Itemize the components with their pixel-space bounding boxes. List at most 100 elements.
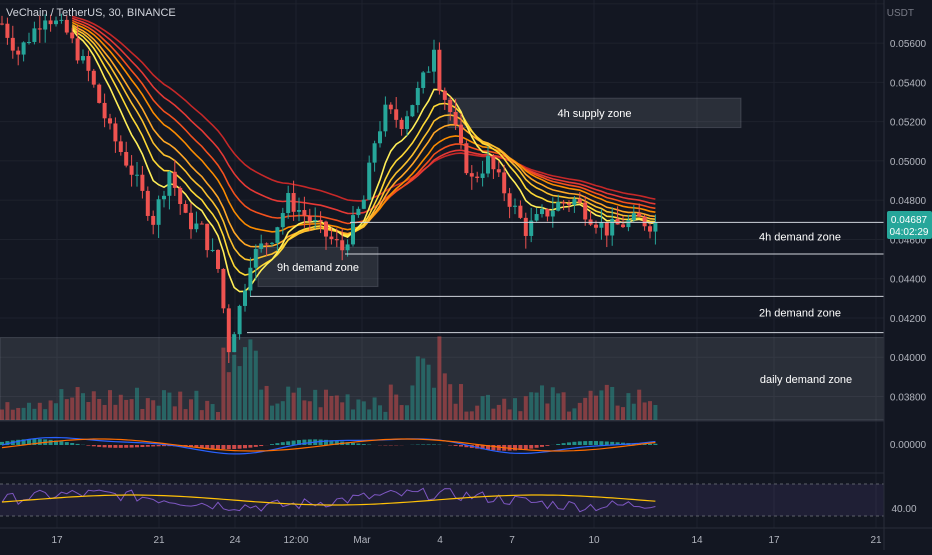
volume-bar bbox=[189, 399, 193, 420]
candle-body bbox=[151, 216, 155, 225]
macd-hist-bar bbox=[140, 445, 144, 447]
candle-body bbox=[362, 200, 366, 209]
macd-hist-bar bbox=[556, 444, 560, 445]
candle-body bbox=[621, 224, 625, 227]
macd-hist-bar bbox=[648, 444, 652, 445]
volume-bar bbox=[302, 400, 306, 420]
macd-hist-bar bbox=[119, 445, 123, 448]
candle-body bbox=[86, 56, 90, 71]
macd-hist-bar bbox=[86, 445, 90, 446]
volume-bar bbox=[38, 403, 42, 420]
macd-hist-bar bbox=[540, 445, 544, 447]
volume-bar bbox=[16, 408, 20, 420]
candle-body bbox=[599, 222, 603, 228]
candle-body bbox=[464, 143, 468, 173]
candle-body bbox=[49, 20, 53, 24]
volume-bar bbox=[432, 388, 436, 420]
candle-body bbox=[38, 28, 42, 29]
time-tick: 21 bbox=[870, 535, 882, 546]
macd-hist-bar bbox=[216, 445, 220, 449]
candle-body bbox=[324, 222, 328, 237]
candle-body bbox=[578, 199, 582, 203]
candle-body bbox=[346, 244, 350, 250]
candle-body bbox=[211, 250, 215, 251]
candle-body bbox=[632, 213, 636, 220]
macd-hist-bar bbox=[427, 444, 431, 445]
candle-body bbox=[140, 175, 144, 191]
volume-bar bbox=[151, 400, 155, 420]
candle-body bbox=[400, 120, 404, 129]
candle-body bbox=[302, 210, 306, 216]
candle bbox=[464, 140, 468, 175]
candle bbox=[232, 332, 236, 352]
volume-bar bbox=[11, 410, 15, 420]
volume-bar bbox=[81, 393, 85, 420]
macd-hist-bar bbox=[248, 445, 252, 448]
volume-bar bbox=[556, 393, 560, 420]
candle-body bbox=[556, 202, 560, 211]
macd-hist-bar bbox=[146, 445, 150, 447]
volume-bar bbox=[135, 388, 139, 420]
candle-body bbox=[394, 109, 398, 120]
volume-bar bbox=[421, 358, 425, 420]
macd-hist-bar bbox=[545, 445, 549, 446]
candle-body bbox=[243, 291, 247, 306]
volume-bar bbox=[211, 404, 215, 420]
rsi-tick: 40.00 bbox=[891, 504, 916, 515]
volume-bar bbox=[383, 412, 387, 420]
candle-body bbox=[405, 116, 409, 129]
volume-bar bbox=[351, 409, 355, 420]
volume-bar bbox=[157, 406, 161, 420]
candle-body bbox=[297, 210, 301, 212]
macd-hist-bar bbox=[270, 444, 274, 445]
candle-body bbox=[610, 219, 614, 236]
macd-hist-bar bbox=[135, 445, 139, 447]
candle-body bbox=[454, 112, 458, 125]
time-tick: 12:00 bbox=[283, 535, 308, 546]
volume-bar bbox=[497, 405, 501, 420]
candle-body bbox=[648, 226, 652, 231]
macd-hist-bar bbox=[238, 445, 242, 449]
zone-label: daily demand zone bbox=[760, 374, 852, 386]
volume-bar bbox=[481, 396, 485, 420]
volume-bar bbox=[184, 409, 188, 420]
macd-hist-bar bbox=[529, 445, 533, 449]
candle-body bbox=[373, 143, 377, 162]
candle-body bbox=[135, 175, 139, 176]
volume-bar bbox=[232, 355, 236, 420]
candle-body bbox=[432, 50, 436, 72]
volume-bar bbox=[119, 395, 123, 420]
candle-body bbox=[653, 222, 657, 231]
candle-body bbox=[551, 211, 555, 217]
volume-bar bbox=[356, 399, 360, 420]
candle-body bbox=[32, 28, 36, 42]
price-tick: 0.05600 bbox=[890, 39, 927, 50]
volume-bar bbox=[340, 402, 344, 420]
volume-bar bbox=[648, 401, 652, 420]
currency-label: USDT bbox=[887, 8, 914, 19]
macd-hist-bar bbox=[275, 443, 279, 445]
candle-body bbox=[27, 42, 31, 43]
candle-body bbox=[459, 125, 463, 144]
volume-bar bbox=[610, 387, 614, 420]
volume-bar bbox=[329, 396, 333, 420]
macd-hist-bar bbox=[292, 441, 296, 445]
candle-body bbox=[313, 220, 317, 221]
candle-body bbox=[508, 193, 512, 207]
volume-bar bbox=[410, 385, 414, 420]
macd-hist-bar bbox=[356, 444, 360, 445]
volume-bar bbox=[508, 409, 512, 420]
volume-bar bbox=[475, 406, 479, 420]
volume-bar bbox=[427, 365, 431, 420]
candle-body bbox=[259, 243, 263, 249]
macd-hist-bar bbox=[227, 445, 231, 449]
candle-body bbox=[157, 199, 161, 225]
volume-bar bbox=[346, 394, 350, 420]
macd-hist-bar bbox=[605, 442, 609, 445]
candle-body bbox=[378, 131, 382, 143]
candle-body bbox=[189, 213, 193, 229]
volume-bar bbox=[22, 408, 26, 420]
candle-body bbox=[410, 105, 414, 116]
